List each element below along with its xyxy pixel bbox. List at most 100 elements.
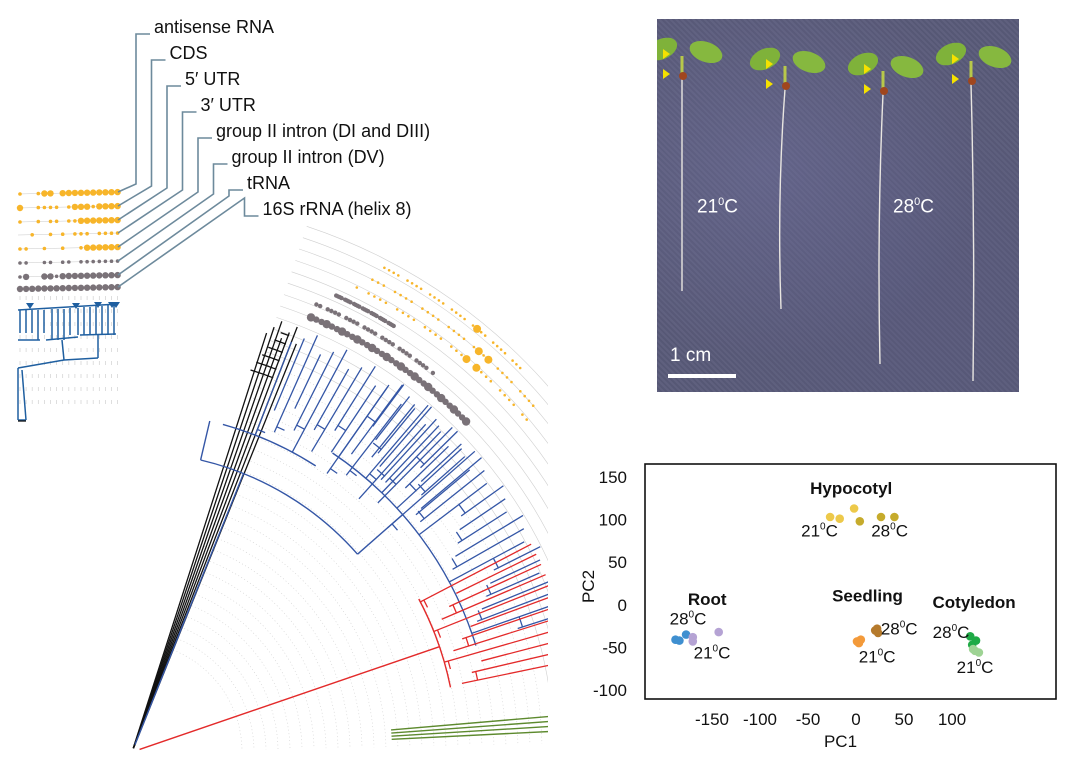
branch-blue [481,578,556,610]
ring-guide [234,442,459,746]
annotation-dot [102,203,109,210]
data-point [970,646,980,656]
annotation-dot [24,261,28,265]
branch-blue [380,418,437,481]
annotation-dot [79,246,83,250]
branch-blue [273,338,305,411]
seed-coat [880,87,888,95]
temperature-label: 210C [801,522,838,541]
annotation-dot [495,344,499,348]
annotation-dot [71,272,79,280]
ring-guide [215,499,399,747]
annotation-dot [67,205,71,209]
branch-blue [419,470,485,523]
branch-blue [350,384,403,455]
annotation-dot [430,370,436,376]
annotation-dot [114,188,121,196]
annotation-dot [318,303,323,309]
callout-leader [117,163,228,262]
callout-label: group II intron (DV) [231,147,385,167]
branch-blue [313,368,350,431]
annotation-dot [452,329,456,333]
branch-black [261,354,280,362]
ring-guide [291,271,560,483]
branch-blue [332,452,477,646]
annotation-dot [365,327,371,332]
annotation-dot [108,244,115,251]
annotation-dot [90,272,97,279]
annotation-dot [85,259,89,264]
data-point [681,630,691,639]
ring-guide [219,487,411,747]
annotation-dot [371,278,374,282]
cotyledon [935,42,967,66]
annotation-dot [48,260,53,265]
cotyledon [890,55,924,79]
degree-superscript: 0 [718,196,725,208]
annotation-dot [333,310,338,315]
annotation-dot [109,259,114,264]
collapsed-clade-marker [112,302,120,308]
branch-blue [458,504,466,514]
group-label: Cotyledon [933,593,1016,612]
branch-blue [409,483,417,492]
group-label: Seedling [832,586,903,605]
annotation-dot [407,353,412,358]
annotation-dot [419,287,423,291]
branch-black [268,346,283,354]
annotation-dot [16,285,24,293]
annotation-dot [42,205,47,210]
annotation-dot [67,219,71,223]
ring-guide [268,339,560,683]
ring-guide [212,510,387,747]
temperature-label: 210C [859,648,896,667]
annotation-dot [102,217,109,224]
annotation-dot [22,273,30,281]
branch-blue [385,425,440,483]
branch-blue [200,459,359,555]
cotyledon [978,45,1012,69]
data-point [876,512,886,522]
annotation-dot [433,296,436,299]
pca-chart: -150 -100 -50 0 50 100 150 100 50 0 -50 -100 PC1 PC2 H… [579,463,1057,751]
temperature-label: 280C [670,609,707,628]
ring-guide [230,453,447,746]
ring-guide [204,533,363,748]
cotyledon [847,52,879,76]
annotation-dot [479,330,483,334]
root [878,93,884,365]
x-tick-label: -100 [743,710,777,729]
photo-temp-unit: C [724,196,738,218]
annotation-dot [329,308,334,314]
ring-guide [306,226,560,401]
ring-guide [189,579,315,749]
annotation-dot-tracks [16,188,535,426]
branch-blue [477,610,483,620]
annotation-dot [48,205,53,210]
cotyledon [792,50,826,74]
temperature-label: 210C [957,658,994,677]
branch-green [391,725,560,737]
annotation-dot [36,191,41,196]
branch-blue [316,424,326,430]
branch-blue [493,546,541,571]
annotation-dot [65,284,73,292]
branch-black [132,337,283,749]
ring-guide [170,635,255,750]
annotation-dot [454,311,458,314]
branch-blue [345,403,402,476]
annotation-dot [392,271,396,275]
branch-red [436,629,442,638]
y-tick-label: 150 [599,468,627,487]
annotation-dot [484,355,493,364]
annotation-dot [439,337,443,340]
branch-blue [476,591,555,622]
annotation-dot [60,246,65,250]
branch-blue [459,498,506,531]
branch-blue [330,385,377,453]
annotation-dot [511,359,514,362]
ring-guide [208,522,375,748]
annotation-dot [30,233,34,237]
branch-black [132,326,275,749]
annotation-dot [416,376,423,384]
